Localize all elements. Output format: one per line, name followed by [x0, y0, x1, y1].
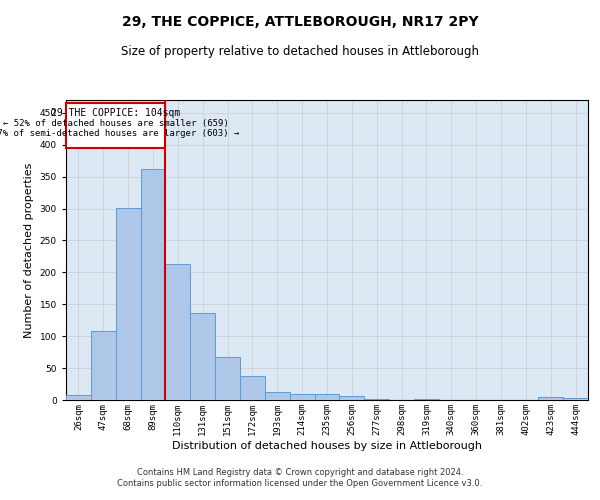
Text: Size of property relative to detached houses in Attleborough: Size of property relative to detached ho…	[121, 45, 479, 58]
Text: 29, THE COPPICE, ATTLEBOROUGH, NR17 2PY: 29, THE COPPICE, ATTLEBOROUGH, NR17 2PY	[122, 15, 478, 29]
Bar	[538, 398, 563, 400]
Bar	[364, 398, 389, 400]
Bar	[265, 392, 290, 400]
Bar	[340, 396, 364, 400]
Bar	[240, 376, 265, 400]
X-axis label: Distribution of detached houses by size in Attleborough: Distribution of detached houses by size …	[172, 440, 482, 450]
Bar	[290, 394, 314, 400]
Bar	[140, 169, 166, 400]
Text: 29 THE COPPICE: 104sqm: 29 THE COPPICE: 104sqm	[51, 108, 181, 118]
Bar	[66, 103, 166, 148]
Bar	[91, 331, 116, 400]
Bar	[190, 313, 215, 400]
Text: Contains HM Land Registry data © Crown copyright and database right 2024.
Contai: Contains HM Land Registry data © Crown c…	[118, 468, 482, 487]
Bar	[66, 395, 91, 400]
Bar	[563, 398, 588, 400]
Bar	[215, 356, 240, 400]
Bar	[116, 208, 140, 400]
Y-axis label: Number of detached properties: Number of detached properties	[24, 162, 34, 338]
Bar	[414, 398, 439, 400]
Text: 47% of semi-detached houses are larger (603) →: 47% of semi-detached houses are larger (…	[0, 128, 239, 138]
Text: ← 52% of detached houses are smaller (659): ← 52% of detached houses are smaller (65…	[3, 118, 229, 128]
Bar	[166, 264, 190, 400]
Bar	[314, 394, 340, 400]
